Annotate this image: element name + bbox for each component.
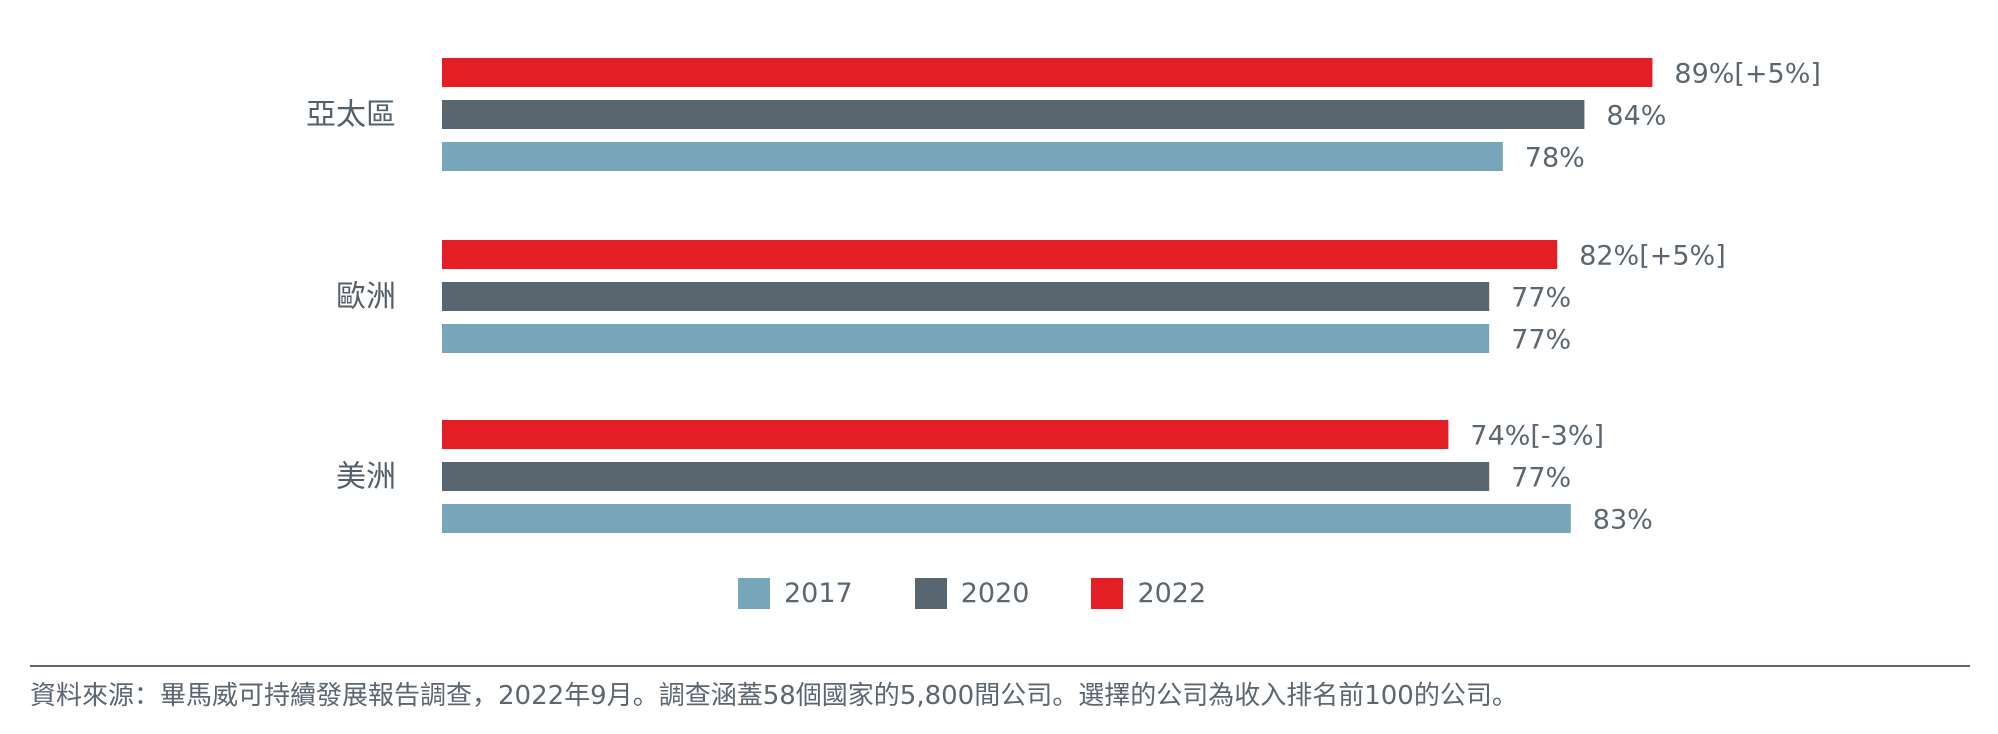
data-label-2017-group-3: 83% bbox=[1593, 505, 1653, 536]
data-label-2017-group-2: 77% bbox=[1511, 325, 1571, 356]
bar-2017-group-2 bbox=[442, 324, 1490, 353]
chart-canvas: 亞太區 89%[+5%] 84% 78% 歐洲 82%[+5%] 77% 77% 美洲 74%[-… bbox=[306, 58, 1821, 536]
data-label-2020-group-1: 84% bbox=[1606, 101, 1666, 132]
bar-2017-group-1 bbox=[442, 142, 1503, 171]
legend-item-2022: 2022 bbox=[1091, 577, 1207, 609]
category-label-group-1: 亞太區 bbox=[306, 98, 396, 133]
bar-2022-group-2 bbox=[442, 240, 1558, 269]
bar-2020-group-1 bbox=[442, 100, 1585, 129]
data-label-2020-group-2: 77% bbox=[1511, 283, 1571, 314]
bar-chart: 亞太區 89%[+5%] 84% 78% 歐洲 82%[+5%] 77% 77% 美洲 74%[-… bbox=[306, 58, 1821, 536]
bar-2020-group-3 bbox=[442, 462, 1490, 491]
bar-2020-group-2 bbox=[442, 282, 1490, 311]
data-label-2022-group-1: 89%[+5%] bbox=[1674, 59, 1821, 90]
category-label-group-2: 歐洲 bbox=[336, 280, 396, 315]
legend-swatch-2017 bbox=[738, 577, 770, 609]
legend-label-2022: 2022 bbox=[1137, 577, 1207, 609]
chart-legend: 2017 2020 2022 bbox=[738, 575, 1268, 611]
bar-2022-group-3 bbox=[442, 420, 1449, 449]
footnote-divider bbox=[30, 665, 1970, 667]
legend-item-2020: 2020 bbox=[914, 577, 1030, 609]
legend-item-2017: 2017 bbox=[738, 577, 853, 609]
legend-label-2020: 2020 bbox=[960, 577, 1030, 609]
bar-2017-group-3 bbox=[442, 504, 1571, 533]
legend-swatch-2022 bbox=[1091, 577, 1124, 609]
bar-2022-group-1 bbox=[442, 58, 1653, 87]
legend-swatch-2020 bbox=[914, 577, 947, 609]
source-footnote: 資料來源：畢馬威可持續發展報告調查，2022年9月。調查涵蓋58個國家的5,80… bbox=[30, 681, 1518, 711]
category-label-group-3: 美洲 bbox=[336, 460, 396, 495]
legend-label-2017: 2017 bbox=[784, 577, 853, 609]
data-label-2022-group-2: 82%[+5%] bbox=[1579, 241, 1726, 272]
data-label-2017-group-1: 78% bbox=[1525, 143, 1585, 174]
data-label-2022-group-3: 74%[-3%] bbox=[1470, 421, 1604, 452]
data-label-2020-group-3: 77% bbox=[1511, 463, 1571, 494]
